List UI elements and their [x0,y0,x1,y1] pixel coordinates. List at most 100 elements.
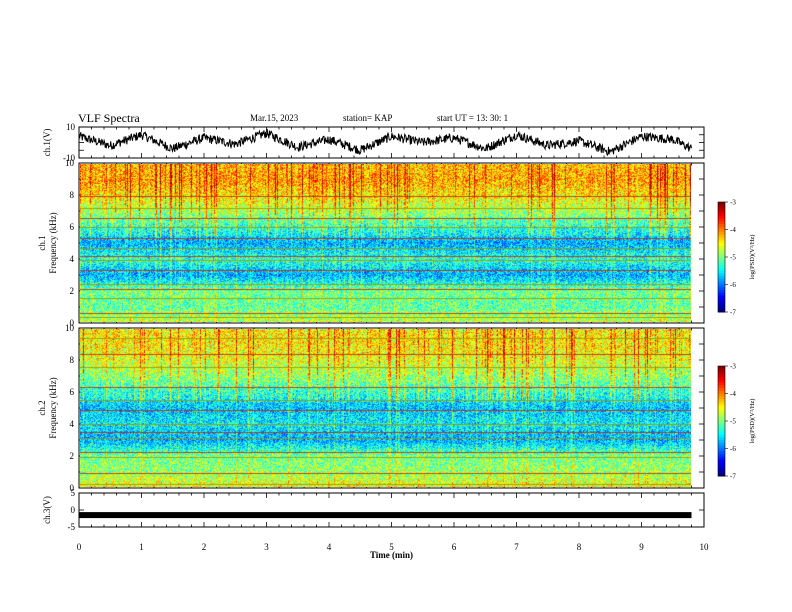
y-tick-label: 2 [70,286,75,296]
colorbar-swatch [718,426,725,430]
y-tick-label: -5 [68,522,76,532]
colorbar-swatch [718,306,725,310]
colorbar-swatch [718,390,725,394]
x-tick-label: 1 [139,542,144,552]
colorbar-swatch [718,248,725,252]
colorbar-swatch [718,465,725,469]
x-tick-label: 6 [452,542,457,552]
colorbar-swatch [718,379,725,383]
colorbar-swatch [718,273,725,277]
colorbar-swatch [718,443,725,447]
colorbar-swatch [718,213,725,217]
colorbar-swatch [718,407,725,411]
colorbar-swatch [718,210,725,214]
colorbar-tick-label: -6 [730,281,736,289]
colorbar-swatch [718,218,725,222]
ch1-frame-top [78,162,705,324]
colorbar-swatch [718,292,725,296]
colorbar-swatch [718,437,725,441]
ch3-waveform-panel: 5 0 -5 ch.3(V) [42,488,705,532]
colorbar-tick-label: -7 [730,309,736,317]
colorbar-swatch [718,251,725,255]
colorbar-swatch [718,410,725,414]
ch1-colorbar: -3 -4 -5 -6 -7 log(PSD)(V²/Hz) [717,199,756,317]
colorbar-swatch [718,276,725,280]
colorbar-swatch [718,281,725,285]
date-label: Mar.15, 2023 [250,113,299,123]
ch1-ylabel: ch.1 [37,235,47,250]
ch2-frame-top [78,327,705,489]
ch1-waveform-panel: 10 -10 ch.1(V) [42,122,705,163]
colorbar-swatch [718,257,725,261]
x-tick-label: 4 [327,542,332,552]
colorbar-swatch [718,388,725,392]
x-tick-label: 3 [264,542,269,552]
colorbar-swatch [718,235,725,239]
colorbar-swatch [718,377,725,381]
colorbar-swatch [718,423,725,427]
colorbar-swatch [718,237,725,241]
colorbar-swatch [718,399,725,403]
colorbar-swatch [718,415,725,419]
x-axis-label: Time (min) [370,550,413,560]
x-tick-label: 8 [577,542,582,552]
colorbar-swatch [718,295,725,299]
ch3-frame [78,492,705,528]
colorbar-swatch [718,309,725,313]
x-tick-label: 9 [639,542,644,552]
colorbar-swatch [718,371,725,375]
y-tick-label: 5 [71,488,76,498]
y-tick-label: 4 [70,254,75,264]
colorbar-swatch [718,445,725,449]
colorbar-swatch [718,421,725,425]
colorbar-swatch [718,462,725,466]
colorbar-swatch [718,456,725,460]
colorbar-swatch [718,374,725,378]
colorbar-swatch [718,301,725,305]
colorbar-swatch [718,368,725,372]
colorbar-swatch [718,393,725,397]
colorbar-swatch [718,284,725,288]
colorbar-swatch [718,268,725,272]
colorbar-swatch [718,366,725,370]
colorbar-tick-label: -5 [730,254,736,262]
figure-title: VLF Spectra [78,111,140,125]
ch3-ylabel: ch.3(V) [42,496,52,524]
colorbar-tick-label: -3 [730,199,736,207]
colorbar-swatch [718,204,725,208]
x-tick-label: 2 [202,542,207,552]
y-tick-label: 6 [70,387,75,397]
colorbar-swatch [718,434,725,438]
colorbar-swatch [718,279,725,283]
colorbar-tick-label: -3 [730,363,736,371]
x-tick-label: 10 [700,542,710,552]
colorbar-swatch [718,412,725,416]
colorbar-swatch [718,254,725,258]
colorbar-swatch [718,202,725,206]
colorbar-swatch [718,290,725,294]
y-tick-label: 4 [70,419,75,429]
colorbar-swatch [718,224,725,228]
colorbar-swatch [718,207,725,211]
colorbar-swatch [718,473,725,477]
colorbar-swatch [718,246,725,250]
y-tick-label: 10 [65,158,75,168]
colorbar-swatch [718,382,725,386]
y-tick-label: 0 [70,483,75,493]
colorbar-swatch [718,451,725,455]
colorbar-swatch [718,262,725,266]
colorbar-swatch [718,215,725,219]
colorbar-swatch [718,303,725,307]
y-tick-label: -10 [63,153,75,163]
colorbar-swatch [718,440,725,444]
colorbar-tick-label: -4 [730,390,736,398]
y-tick-label: 2 [70,451,75,461]
ch1-spectrogram-panel: 0 2 4 6 8 10 ch.1 Frequency (kHz) [37,158,705,328]
ch2-spectrogram-image [80,329,691,487]
ch1-ylabel-frequency: Frequency (kHz) [48,212,58,273]
colorbar-swatch [718,454,725,458]
y-tick-label: 10 [66,122,76,132]
ch1-ylabel: ch.1(V) [42,129,52,157]
colorbar-swatch [718,226,725,230]
colorbar-swatch [718,287,725,291]
